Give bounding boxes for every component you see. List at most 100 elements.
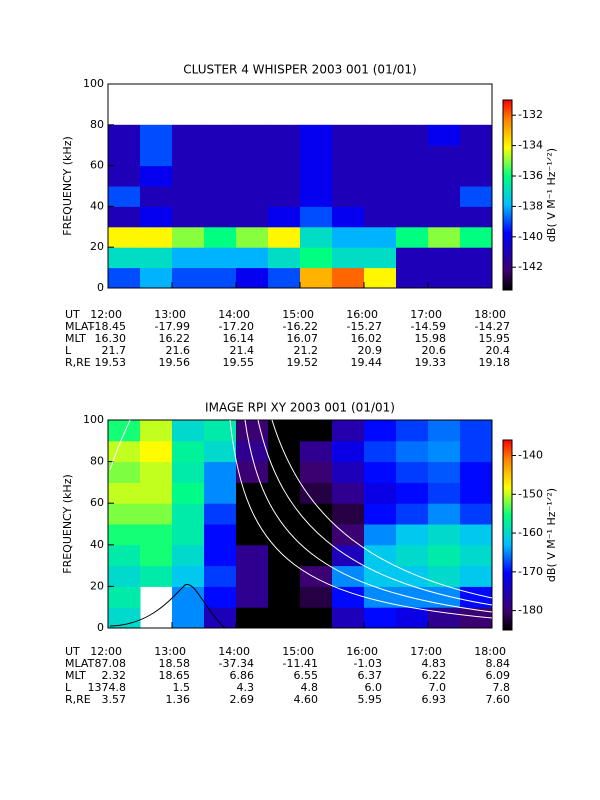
heatmap-cell — [108, 206, 141, 228]
heatmap-cell — [268, 247, 301, 269]
heatmap-cell — [460, 420, 493, 442]
heatmap-cell — [108, 482, 141, 504]
ephemeris-value: 1.36 — [166, 693, 191, 706]
heatmap-cell — [204, 524, 237, 546]
heatmap-cell — [140, 267, 173, 289]
heatmap-cell — [172, 503, 205, 525]
heatmap-cell — [236, 544, 269, 567]
ephemeris-label: MLAT — [65, 657, 95, 670]
heatmap-cell — [140, 420, 173, 442]
ephemeris-value: 18.58 — [159, 657, 191, 670]
heatmap-cell — [460, 607, 493, 629]
heatmap-cell — [204, 165, 237, 187]
heatmap-cell — [108, 267, 141, 289]
heatmap-cell — [204, 482, 237, 504]
ephemeris-value: 6.0 — [365, 681, 383, 694]
heatmap-cell — [172, 165, 205, 187]
heatmap-cell — [236, 206, 269, 228]
colorbar-tick-label: -180 — [518, 604, 543, 617]
heatmap-cell — [204, 124, 237, 146]
heatmap-cell — [172, 124, 205, 146]
heatmap-cell — [172, 565, 205, 587]
heatmap-cell — [172, 544, 205, 567]
heatmap-cell — [428, 145, 461, 167]
heatmap-cell — [460, 124, 493, 146]
heatmap-cell — [108, 524, 141, 546]
heatmap-cell — [396, 461, 429, 483]
ephemeris-value: 19.33 — [415, 356, 447, 369]
x-tick-label: 18:00 — [474, 645, 506, 658]
ephemeris-value: 6.09 — [486, 669, 511, 682]
heatmap-cell — [460, 565, 493, 587]
heatmap-cell — [108, 124, 141, 146]
ephemeris-label: R,RE — [65, 356, 91, 369]
x-tick-label: 17:00 — [410, 645, 442, 658]
colorbar-tick-label: -160 — [518, 526, 543, 539]
ephemeris-value: 18.65 — [159, 669, 191, 682]
heatmap-cell — [460, 145, 493, 167]
heatmap-cell — [268, 165, 301, 187]
heatmap-cell — [428, 544, 461, 567]
heatmap-cell — [428, 440, 461, 463]
ephemeris-value: 2.69 — [230, 693, 255, 706]
ephemeris-value: -14.27 — [475, 320, 510, 333]
ephemeris-label: MLT — [65, 332, 86, 345]
heatmap-cell — [172, 461, 205, 483]
heatmap-cell — [108, 186, 141, 207]
heatmap-cell — [140, 461, 173, 483]
heatmap-cell — [268, 226, 301, 248]
heatmap-cell — [172, 186, 205, 207]
heatmap-cell — [428, 247, 461, 269]
heatmap-cell — [204, 206, 237, 228]
ephemeris-value: 16.30 — [95, 332, 127, 345]
ephemeris-value: -14.59 — [411, 320, 446, 333]
ephemeris-value: 4.8 — [301, 681, 319, 694]
heatmap-cell — [396, 524, 429, 546]
heatmap-cell — [428, 607, 461, 629]
heatmap-cell — [332, 206, 365, 228]
heatmap-cell — [300, 461, 333, 483]
heatmap-cell — [364, 145, 397, 167]
chart-title: CLUSTER 4 WHISPER 2003 001 (01/01) — [183, 63, 416, 77]
ephemeris-value: 19.56 — [159, 356, 191, 369]
y-tick-label: 80 — [90, 455, 104, 468]
heatmap-cell — [396, 165, 429, 187]
heatmap-cell — [140, 186, 173, 207]
heatmap-cell — [172, 206, 205, 228]
x-tick-label: 16:00 — [346, 308, 378, 321]
heatmap-cell — [108, 565, 141, 587]
heatmap-cell — [364, 503, 397, 525]
ephemeris-value: 19.52 — [287, 356, 319, 369]
heatmap-cell — [332, 145, 365, 167]
heatmap-cell — [460, 206, 493, 228]
heatmap-cell — [204, 544, 237, 567]
x-tick-label: 14:00 — [218, 308, 250, 321]
model-curve — [244, 419, 493, 613]
heatmap-cell — [236, 586, 269, 608]
heatmap-cell — [428, 165, 461, 187]
y-tick-label: 60 — [90, 159, 104, 172]
heatmap-cell — [332, 586, 365, 608]
colorbar-tick-label: -132 — [518, 108, 543, 121]
heatmap-cell — [364, 226, 397, 248]
y-tick-label: 20 — [90, 240, 104, 253]
heatmap-cell — [236, 440, 269, 463]
heatmap-cell — [364, 206, 397, 228]
heatmap-cell — [396, 607, 429, 629]
heatmap-cell — [236, 482, 269, 504]
heatmap-cell — [268, 124, 301, 146]
colorbar-tick-label: -170 — [518, 565, 543, 578]
x-tick-label: 14:00 — [218, 645, 250, 658]
heatmap-cell — [172, 267, 205, 289]
heatmap-cell — [236, 247, 269, 269]
heatmap-cell — [332, 247, 365, 269]
heatmap-cell — [300, 607, 333, 629]
heatmap-cell — [268, 503, 301, 525]
heatmap-cell — [140, 145, 173, 167]
heatmap-cell — [460, 440, 493, 463]
heatmap-cell — [204, 420, 237, 442]
heatmap-cell — [396, 544, 429, 567]
ephemeris-value: 19.44 — [351, 356, 383, 369]
heatmap-cell — [172, 440, 205, 463]
heatmap-cell — [108, 544, 141, 567]
